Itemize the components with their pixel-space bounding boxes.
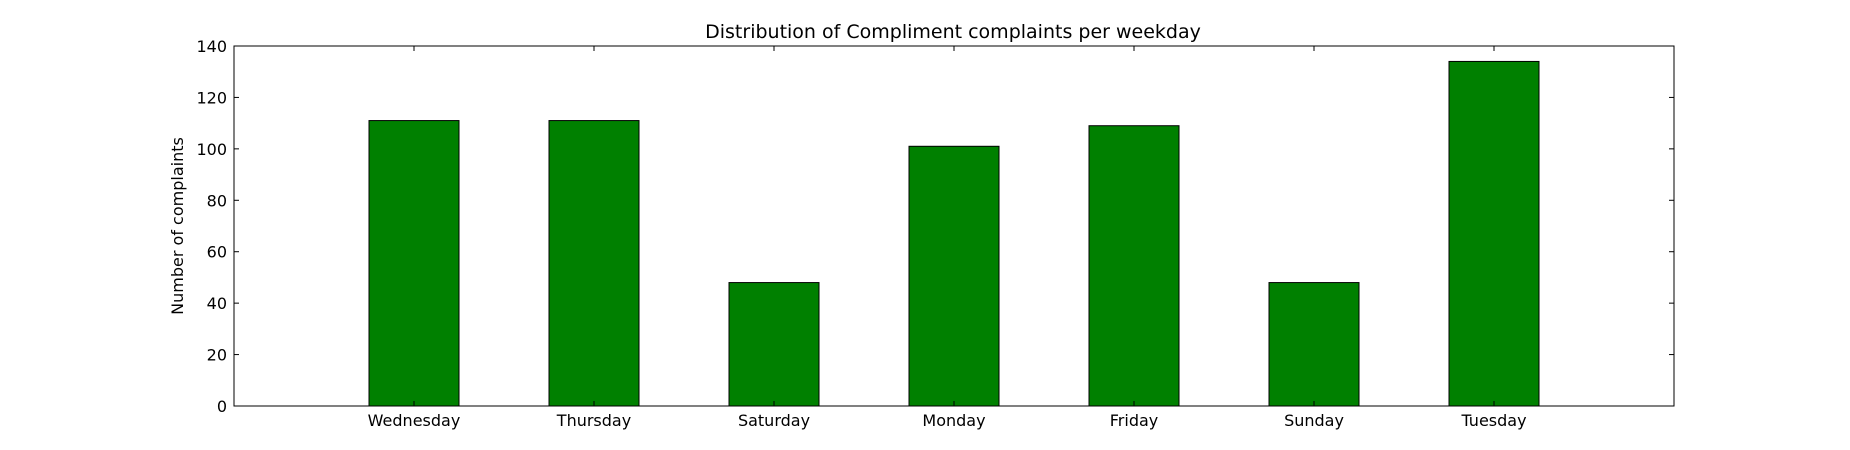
- y-tick-label-20: 20: [207, 346, 227, 365]
- bar-tuesday: [1448, 60, 1540, 407]
- bar-thursday: [548, 120, 640, 407]
- y-tick-label-40: 40: [207, 294, 227, 313]
- x-tick-label-sunday: Sunday: [1284, 411, 1344, 430]
- x-tick-label-wednesday: Wednesday: [368, 411, 461, 430]
- bar-sunday: [1268, 282, 1360, 407]
- bar-saturday: [728, 282, 820, 407]
- y-tick-label-140: 140: [196, 37, 227, 56]
- bar-wednesday: [368, 120, 460, 407]
- bar-friday: [1088, 125, 1180, 407]
- ticks-group: Wednesday Thursday Saturday Monday Friday Sun…: [196, 37, 1674, 430]
- y-tick-label-80: 80: [207, 191, 227, 210]
- bar-monday: [908, 145, 1000, 407]
- x-tick-label-monday: Monday: [922, 411, 985, 430]
- x-tick-label-friday: Friday: [1110, 411, 1159, 430]
- y-axis-label: Number of complaints: [168, 137, 187, 315]
- y-tick-label-60: 60: [207, 243, 227, 262]
- y-tick-label-0: 0: [217, 397, 227, 416]
- y-tick-label-120: 120: [196, 88, 227, 107]
- x-tick-label-tuesday: Tuesday: [1460, 411, 1526, 430]
- x-tick-label-saturday: Saturday: [738, 411, 810, 430]
- bars-group: [368, 60, 1540, 407]
- axes-frame: [233, 45, 1675, 407]
- y-tick-label-100: 100: [196, 140, 227, 159]
- chart-title: Distribution of Compliment complaints pe…: [705, 21, 1201, 43]
- x-tick-label-thursday: Thursday: [556, 411, 631, 430]
